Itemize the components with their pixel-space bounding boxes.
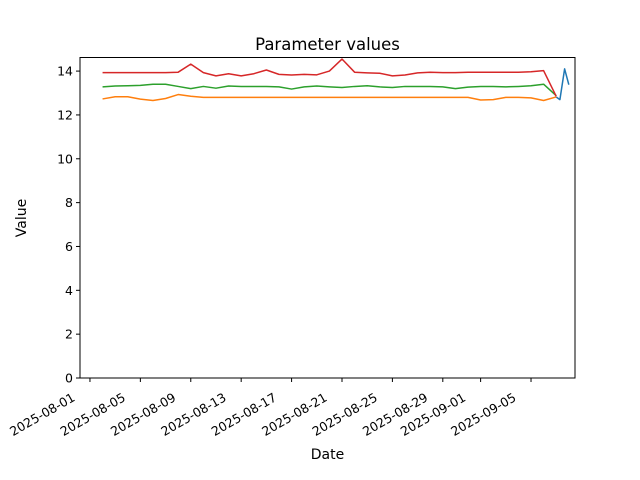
line-series-green <box>102 83 557 97</box>
plot-area <box>79 57 576 379</box>
y-axis-ticks: 0 2 4 6 8 10 12 14 <box>57 64 80 386</box>
y-tick-label: 2 <box>65 327 73 342</box>
line-series-blue <box>555 68 570 101</box>
y-tick-label: 14 <box>57 64 73 79</box>
chart-title: Parameter values <box>255 35 400 54</box>
y-tick-label: 10 <box>57 151 73 166</box>
y-axis-label: Value <box>14 199 30 237</box>
line-series-red <box>102 58 557 97</box>
line-series-orange <box>102 93 557 102</box>
y-tick-label: 8 <box>65 195 73 210</box>
y-tick-label: 4 <box>65 283 73 298</box>
y-tick-label: 6 <box>65 239 73 254</box>
x-axis-ticks: 2025-08-012025-08-052025-08-092025-08-13… <box>7 378 532 439</box>
x-axis-label: Date <box>311 447 344 463</box>
line-series-group <box>102 58 570 102</box>
y-tick-label: 0 <box>65 371 73 386</box>
y-tick-label: 12 <box>57 107 73 122</box>
